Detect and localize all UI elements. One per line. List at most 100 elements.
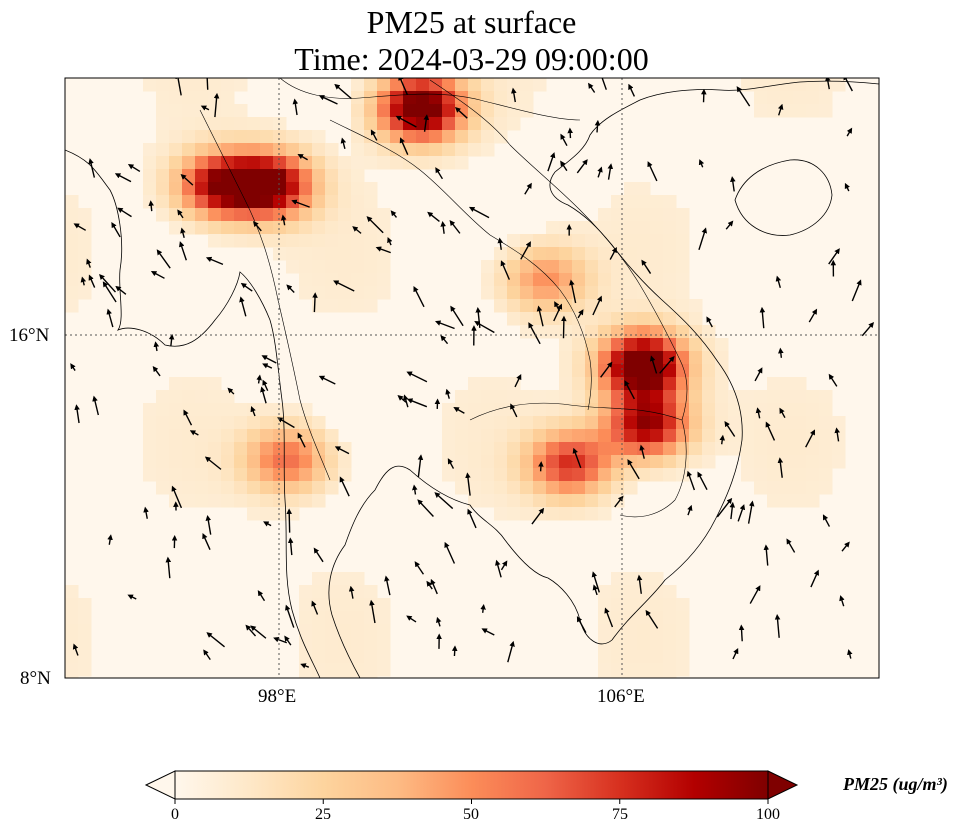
pm25-cell [559,364,573,378]
pm25-cell [611,221,625,235]
pm25-cell [637,338,651,352]
pm25-cell [195,156,209,170]
pm25-cell [65,195,79,209]
pm25-cell [832,78,846,92]
pm25-cell [208,156,222,170]
pm25-cell [390,78,404,92]
pm25-cell [195,429,209,443]
pm25-cell [780,377,794,391]
pm25-cell [507,390,521,404]
pm25-cell [494,377,508,391]
pm25-cell [507,455,521,469]
pm25-cell [650,585,664,599]
pm25-cell [169,442,183,456]
pm25-cell [286,416,300,430]
wind-arrow [434,492,454,510]
pm25-cell [585,234,599,248]
pm25-cell [312,260,326,274]
pm25-cell [247,468,261,482]
pm25-cell [663,585,677,599]
wind-arrow [117,207,132,218]
pm25-cell [689,312,703,326]
pm25-cell [611,611,625,625]
pm25-cell [767,481,781,495]
pm25-cell [260,429,274,443]
pm25-cell [598,663,612,677]
wind-arrow [465,472,471,496]
pm25-cell [208,182,222,196]
pm25-cell [585,416,599,430]
pm25-cell [494,299,508,313]
pm25-cell [169,403,183,417]
pm25-cell [598,442,612,456]
wind-arrow [165,556,172,579]
pm25-cell [741,403,755,417]
pm25-cell [377,598,391,612]
pm25-cell [260,208,274,222]
colorbar-body [174,770,769,800]
wind-arrow [150,271,165,279]
pm25-cell [351,195,365,209]
pm25-cell [377,130,391,144]
pm25-cell [767,91,781,105]
pm25-cell [429,130,443,144]
wind-arrow [810,569,819,588]
pm25-cell [351,585,365,599]
wind-arrow [92,395,100,416]
pm25-cell [468,117,482,131]
wind-arrow [177,209,184,219]
pm25-cell [624,650,638,664]
pm25-cell [533,403,547,417]
pm25-cell [806,494,820,508]
pm25-cell [676,247,690,261]
pm25-cell [598,325,612,339]
pm25-cell [65,624,79,638]
pm25-cell [650,377,664,391]
pm25-cell [624,325,638,339]
pm25-cell [585,273,599,287]
pm25-cell [611,572,625,586]
pm25-cell [754,481,768,495]
pm25-cell [611,390,625,404]
pm25-cell [273,169,287,183]
pm25-cell [637,260,651,274]
pm25-cell [65,598,79,612]
pm25-cell [156,403,170,417]
pm25-cell [676,650,690,664]
wind-arrow [706,316,713,328]
pm25-cell [351,676,365,678]
pm25-cell [637,585,651,599]
pm25-cell [299,611,313,625]
pm25-cell [468,455,482,469]
pm25-cell [689,351,703,365]
pm25-cell [572,273,586,287]
wind-arrow [576,159,588,174]
pm25-cell [169,117,183,131]
wind-arrow [156,249,171,269]
pm25-cell [702,455,716,469]
wind-arrow [277,417,295,429]
pm25-cell [416,78,430,92]
pm25-cell [325,624,339,638]
pm25-cell [156,455,170,469]
pm25-cell [455,390,469,404]
pm25-cell [585,351,599,365]
pm25-cell [312,442,326,456]
pm25-cell [598,286,612,300]
pm25-cell [195,78,209,92]
pm25-cell [611,273,625,287]
pm25-cell [481,117,495,131]
wind-arrow [334,446,350,455]
wind-arrow [536,305,544,327]
pm25-cell [468,377,482,391]
wind-arrow [808,308,818,323]
pm25-cell [663,390,677,404]
pm25-cell [364,247,378,261]
wind-arrow [245,624,257,637]
pm25-cell [208,117,222,131]
pm25-cell [234,130,248,144]
pm25-cell [611,286,625,300]
pm25-cell [247,494,261,508]
wind-arrow [417,454,424,478]
pm25-cell [572,494,586,508]
